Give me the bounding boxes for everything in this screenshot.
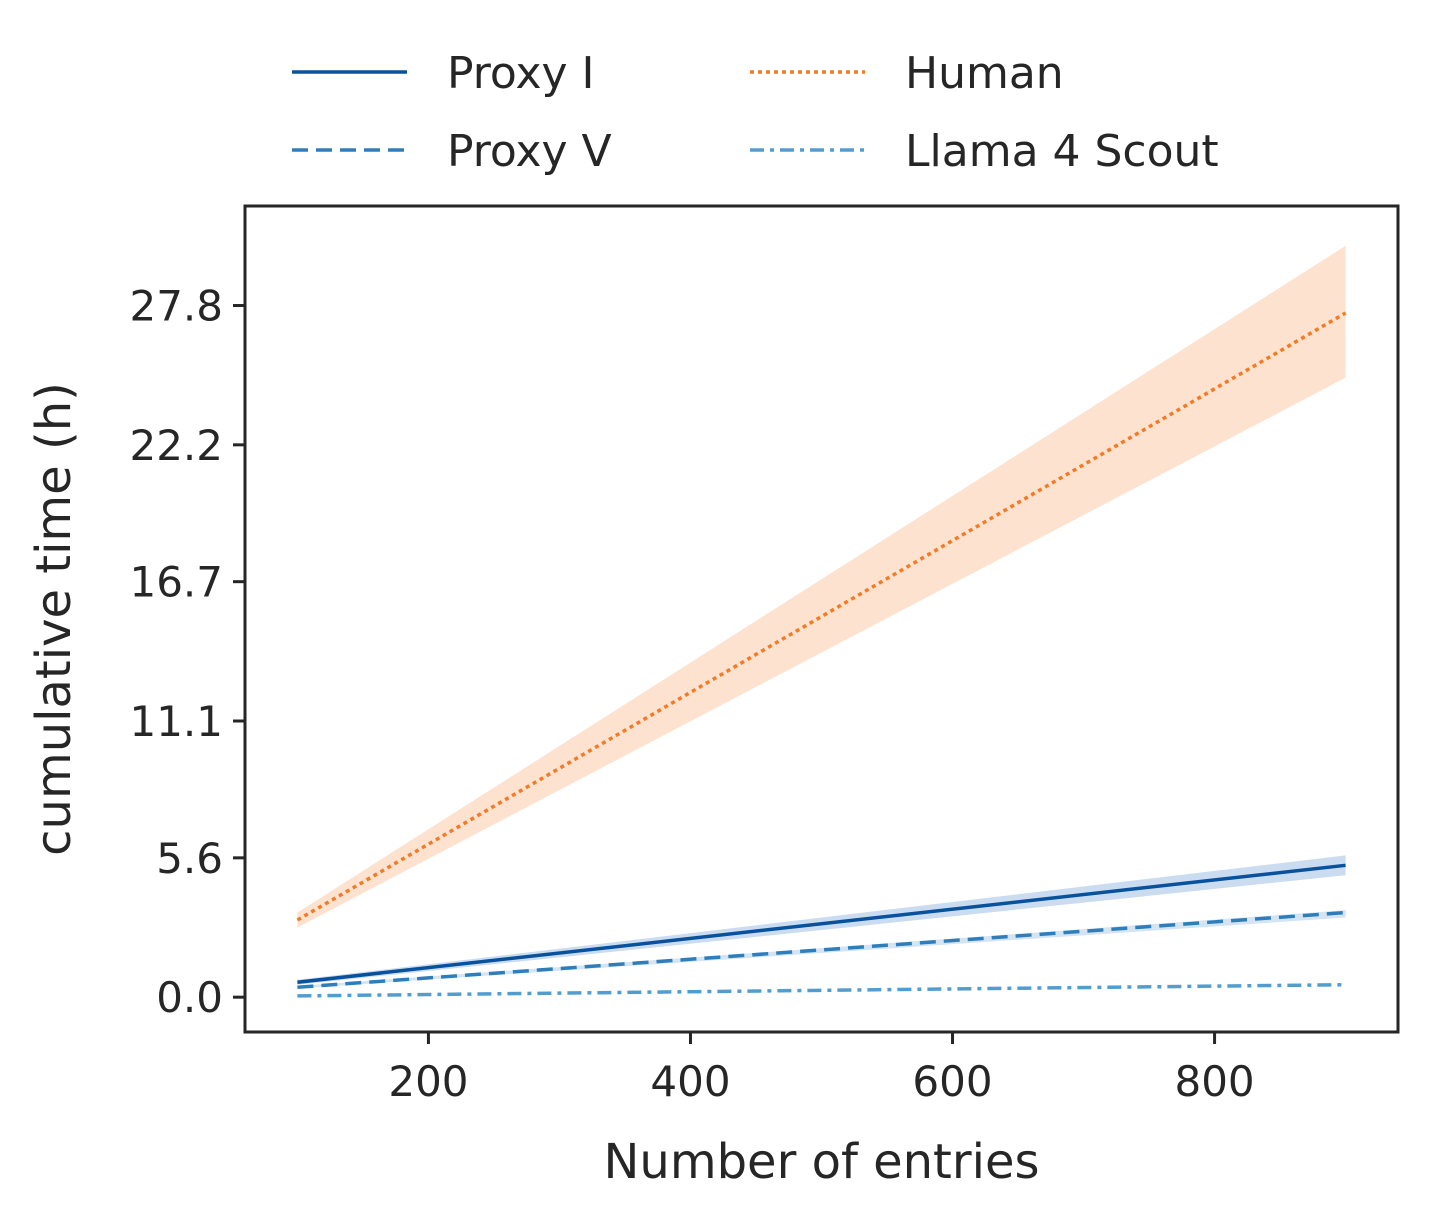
x-axis-label: Number of entries <box>604 1134 1040 1190</box>
legend-llama-4-scout-label: Llama 4 Scout <box>905 126 1219 177</box>
human-band <box>297 245 1346 928</box>
legend: Proxy I Proxy V Human Llama 4 Scout <box>292 48 1219 177</box>
y-tick-label: 11.1 <box>129 697 223 746</box>
series-lines <box>296 311 1347 998</box>
x-axis-ticks: 200 400 600 800 <box>388 1032 1255 1106</box>
confidence-bands <box>297 245 1346 989</box>
plot-frame <box>243 204 1400 1034</box>
human-line <box>296 311 1347 922</box>
x-tick-label: 200 <box>388 1057 468 1106</box>
y-tick-label: 16.7 <box>129 558 223 607</box>
y-axis-ticks: 0.0 5.6 11.1 16.7 22.2 27.8 <box>129 282 245 1022</box>
x-tick-label: 600 <box>912 1057 992 1106</box>
proxy-v-line <box>297 910 1346 989</box>
proxy-i-line <box>297 863 1346 984</box>
proxy-v-band <box>297 910 1346 989</box>
legend-proxy-i-label: Proxy I <box>447 48 595 99</box>
legend-proxy-v-label: Proxy V <box>447 126 612 177</box>
x-tick-label: 400 <box>650 1057 730 1106</box>
y-tick-label: 5.6 <box>156 834 223 883</box>
legend-human-label: Human <box>905 48 1064 99</box>
x-tick-label: 800 <box>1174 1057 1254 1106</box>
llama-4-scout-line <box>297 982 1346 998</box>
y-tick-label: 0.0 <box>156 973 223 1022</box>
y-tick-label: 27.8 <box>129 282 223 331</box>
y-tick-label: 22.2 <box>129 421 223 470</box>
y-axis-label: cumulative time (h) <box>26 382 82 856</box>
